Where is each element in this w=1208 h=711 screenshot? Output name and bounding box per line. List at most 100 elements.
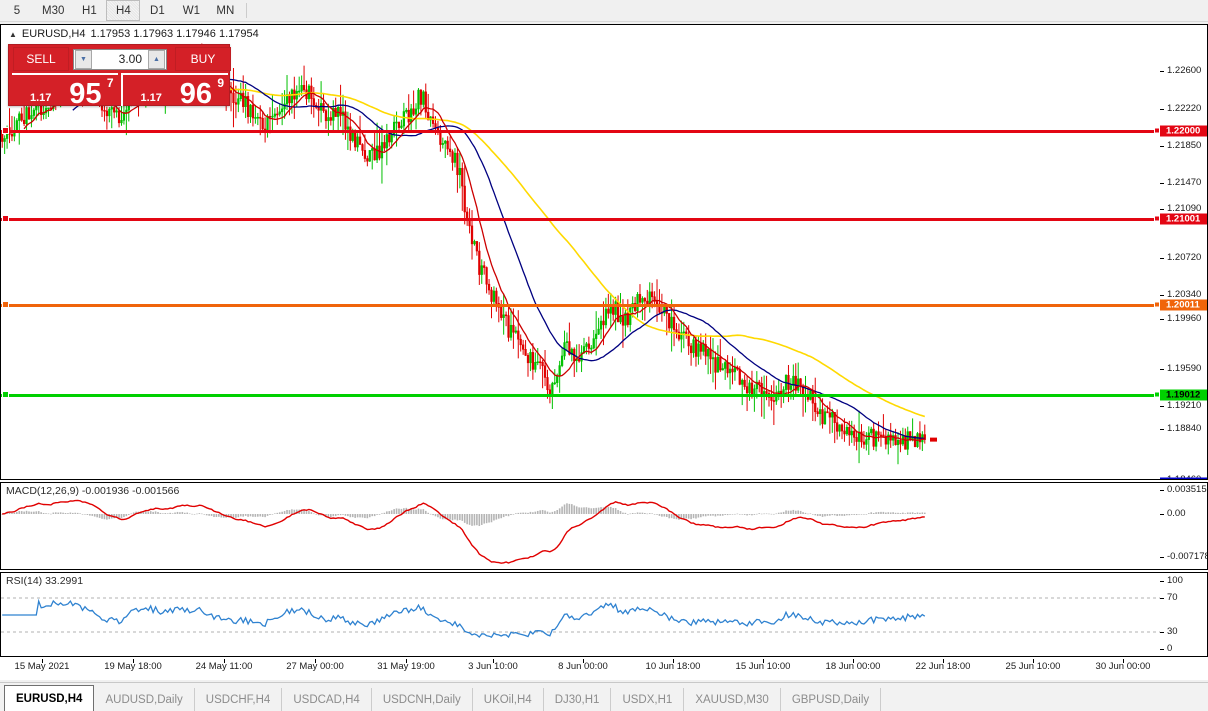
price-tick: 1.22220 — [1160, 104, 1207, 114]
chart-tab-gbpusd-daily[interactable]: GBPUSD,Daily — [781, 688, 882, 711]
time-axis-label: 31 May 19:00 — [377, 661, 435, 672]
price-tick: 1.21850 — [1160, 141, 1207, 151]
timeframe-button-mn[interactable]: MN — [216, 4, 235, 17]
chart-tab-usdx-h1[interactable]: USDX,H1 — [611, 688, 685, 711]
price-tick: 1.22600 — [1160, 66, 1207, 76]
chart-tab-dj30-h1[interactable]: DJ30,H1 — [544, 688, 612, 711]
price-tick: 1.21090 — [1160, 204, 1207, 214]
time-axis[interactable]: 15 May 2021 19 May 18:00 24 May 11:00 27 Ma… — [0, 659, 1208, 675]
level-left-handle-icon[interactable] — [2, 391, 9, 398]
timeframe-buttons: 5 M30 H1 H4 D1 W1 MN — [0, 0, 242, 21]
level-price-label[interactable]: 1.19012 — [1154, 389, 1207, 401]
macd-tick: 0.003515 — [1160, 485, 1207, 495]
level-left-handle-icon[interactable] — [2, 215, 9, 222]
symbol-header: ▲ EURUSD,H4 1.17953 1.17963 1.17946 1.17… — [9, 28, 259, 40]
time-axis-label: 3 Jun 10:00 — [468, 661, 518, 672]
volume-field[interactable]: ▼ 3.00 ▲ — [73, 48, 167, 70]
sell-price-sup: 7 — [106, 76, 114, 90]
chart-tab-audusd-daily[interactable]: AUDUSD,Daily — [94, 688, 195, 711]
rsi-line — [2, 598, 926, 639]
buy-price-display[interactable]: 1.17 96 9 — [120, 73, 228, 109]
buy-button[interactable]: BUY — [175, 47, 231, 71]
sell-price-prefix: 1.17 — [30, 92, 52, 104]
timeframe-button-h1[interactable]: H1 — [82, 4, 97, 17]
rsi-tick: 70 — [1160, 593, 1207, 603]
level-handle-icon[interactable] — [1154, 301, 1160, 308]
level-handle-icon[interactable] — [1154, 215, 1160, 222]
macd-signal-line — [2, 499, 925, 564]
horizontal-level-line[interactable] — [1, 130, 1160, 133]
macd-pane[interactable]: MACD(12,26,9) -0.001936 -0.001566 0.0035… — [0, 482, 1208, 570]
collapse-arrow-icon[interactable]: ▲ — [9, 29, 17, 39]
level-left-handle-icon[interactable] — [2, 127, 9, 134]
sell-price-big: 95 — [69, 78, 102, 110]
time-tick — [673, 659, 674, 663]
symbol-ohlc: 1.17953 1.17963 1.17946 1.17954 — [90, 28, 259, 40]
time-axis-label: 15 Jun 10:00 — [735, 661, 791, 672]
timeframe-button-w1[interactable]: W1 — [182, 4, 200, 17]
time-tick — [853, 659, 854, 663]
level-price-label[interactable]: 1.18004 — [1160, 477, 1207, 479]
price-tick: 1.18460 — [1160, 475, 1207, 480]
timeframe-button-h4[interactable]: H4 — [106, 0, 141, 21]
chart-tab-ukoil-h4[interactable]: UKOil,H4 — [473, 688, 544, 711]
horizontal-level-line[interactable] — [1, 218, 1160, 221]
chart-tab-usdcnh-daily[interactable]: USDCNH,Daily — [372, 688, 473, 711]
toolbar-divider — [246, 3, 248, 18]
volume-increase-icon[interactable]: ▲ — [148, 49, 165, 69]
rsi-tick: 100 — [1160, 576, 1207, 586]
time-tick — [133, 659, 134, 663]
time-axis-label: 22 Jun 18:00 — [915, 661, 971, 672]
macd-label: MACD(12,26,9) -0.001936 -0.001566 — [6, 485, 180, 497]
timeframe-button-m30[interactable]: M30 — [42, 4, 65, 17]
time-tick — [943, 659, 944, 663]
sell-price-display[interactable]: 1.17 95 7 — [12, 73, 118, 110]
symbol-title: EURUSD,H4 — [21, 28, 86, 40]
chart-tab-xauusd-m30[interactable]: XAUUSD,M30 — [684, 688, 781, 711]
time-tick — [1123, 659, 1124, 663]
time-tick — [224, 659, 225, 663]
time-tick — [42, 659, 43, 663]
timeframe-button-5[interactable]: 5 — [13, 4, 21, 17]
level-price-label[interactable]: 1.22000 — [1154, 125, 1207, 137]
price-plot[interactable] — [1, 25, 1160, 479]
horizontal-level-line[interactable] — [1, 394, 1160, 397]
macd-chart — [1, 499, 926, 564]
time-axis-label: 10 Jun 18:00 — [645, 661, 701, 672]
level-handle-icon[interactable] — [1154, 391, 1160, 398]
chart-tab-usdcad-h4[interactable]: USDCAD,H4 — [282, 688, 372, 711]
macd-plot[interactable] — [1, 483, 1160, 569]
price-tick: 1.19590 — [1160, 364, 1207, 374]
macd-histogram — [1, 503, 926, 527]
level-handle-icon[interactable] — [1154, 127, 1160, 134]
ma-fast-line — [23, 69, 925, 442]
trade-panel-controls: SELL ▼ 3.00 ▲ BUY — [9, 45, 231, 73]
price-tick: 1.18840 — [1160, 424, 1207, 434]
macd-tick: 0.00 — [1160, 509, 1207, 519]
chart-tab-eurusd-h4[interactable]: EURUSD,H4 — [4, 685, 95, 711]
level-left-handle-icon[interactable] — [2, 301, 9, 308]
sell-button[interactable]: SELL — [13, 47, 69, 71]
rsi-pane[interactable]: RSI(14) 33.2991 100 70 30 0 — [0, 572, 1208, 657]
volume-value[interactable]: 3.00 — [118, 52, 142, 66]
level-price-label[interactable]: 1.20011 — [1154, 299, 1207, 311]
timeframe-button-d1[interactable]: D1 — [150, 4, 165, 17]
level-price-label[interactable]: 1.21001 — [1154, 213, 1207, 225]
price-scale[interactable]: 1.22600 1.22220 1.21850 1.21470 1.21090 1.207… — [1154, 25, 1207, 480]
rsi-chart — [1, 597, 1160, 639]
time-tick — [315, 659, 316, 663]
level-handle-icon[interactable] — [1154, 480, 1160, 481]
ask-line-marker — [930, 437, 937, 442]
price-tick: 1.21470 — [1160, 178, 1207, 188]
one-click-trading-panel[interactable]: SELL ▼ 3.00 ▲ BUY 1.17 95 7 1.17 — [8, 44, 231, 110]
volume-decrease-icon[interactable]: ▼ — [75, 49, 92, 69]
rsi-label: RSI(14) 33.2991 — [6, 575, 84, 587]
buy-price-sup: 9 — [217, 76, 224, 90]
rsi-plot[interactable] — [1, 573, 1160, 656]
time-axis-label: 18 Jun 00:00 — [825, 661, 881, 672]
chart-tab-usdchf-h4[interactable]: USDCHF,H4 — [195, 688, 283, 711]
price-pane[interactable]: 1.22600 1.22220 1.21850 1.21470 1.21090 1.207… — [0, 24, 1208, 480]
horizontal-level-line[interactable] — [1, 304, 1160, 307]
macd-tick: -0.007178 — [1160, 552, 1207, 562]
